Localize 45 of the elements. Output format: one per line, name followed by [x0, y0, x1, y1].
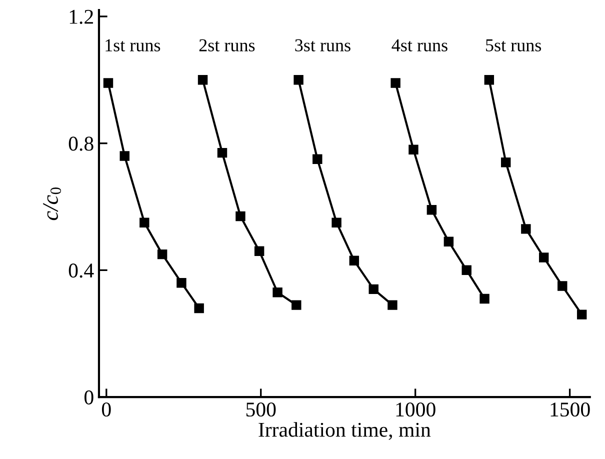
point [576, 310, 587, 320]
point [236, 211, 246, 222]
y-tick-label: 0.4 [68, 264, 94, 278]
point [176, 278, 186, 288]
point [312, 154, 322, 164]
point [521, 224, 531, 234]
point [480, 294, 490, 304]
point [444, 236, 454, 246]
x-tick-label: 500 [246, 402, 276, 417]
point [408, 144, 418, 155]
point [103, 78, 114, 88]
point [292, 300, 302, 310]
point [294, 75, 304, 85]
series-label: 2st runs [199, 39, 255, 52]
point [198, 75, 208, 85]
point [390, 78, 400, 88]
x-tick-label: 0 [102, 402, 111, 417]
point [349, 256, 360, 266]
series-label: 1st runs [106, 39, 160, 52]
series-label: 4st runs [392, 39, 448, 52]
point [120, 151, 130, 161]
point [272, 288, 282, 298]
x-tick-label: 1500 [550, 402, 590, 417]
x-tick-label: 1000 [396, 402, 436, 417]
point [217, 148, 228, 158]
point [368, 284, 378, 294]
point [254, 246, 264, 256]
point [157, 249, 168, 260]
point [140, 218, 150, 228]
series-label: 3st runs [295, 39, 350, 52]
y-tick-label: 0.8 [68, 136, 94, 151]
point [332, 218, 342, 228]
y-axis-title: c/c$_{0}$ [43, 188, 61, 220]
y-tick-label: 0 [84, 390, 94, 404]
y-tick-label: 1.2 [70, 10, 93, 24]
series-label: 5st runs [486, 39, 542, 52]
point [462, 265, 472, 276]
point [500, 157, 511, 168]
point [538, 252, 549, 262]
point [194, 303, 204, 314]
x-axis-title: Irradiation time, min [258, 422, 431, 440]
point [484, 75, 494, 85]
point [558, 281, 568, 291]
point [388, 300, 398, 310]
point [426, 205, 437, 215]
